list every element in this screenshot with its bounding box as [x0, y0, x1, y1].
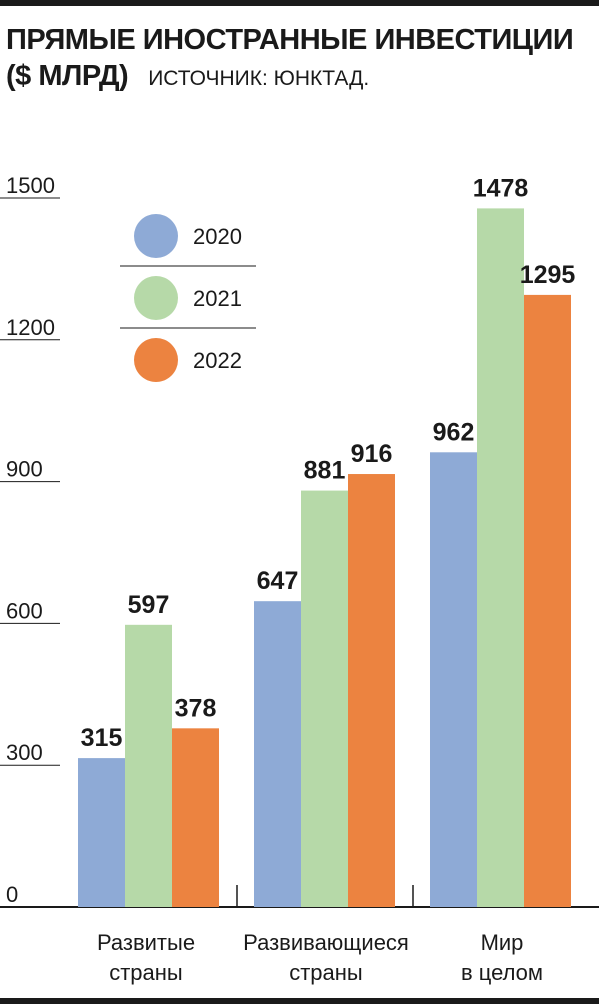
y-tick-label: 1200: [6, 315, 55, 340]
data-label: 597: [128, 591, 170, 619]
y-tick-label: 900: [6, 457, 43, 482]
data-label: 962: [433, 418, 475, 446]
data-label: 1478: [473, 174, 529, 202]
category-label: Мир: [481, 930, 524, 955]
y-tick-label: 300: [6, 740, 43, 765]
data-label: 315: [81, 724, 123, 752]
bar-2020: [254, 601, 301, 907]
bar-2022: [348, 474, 395, 907]
data-label: 881: [304, 457, 346, 485]
title-line-2: ($ МЛРД) ИСТОЧНИК: ЮНКТАД.: [6, 58, 596, 97]
legend-swatch-2022: [134, 338, 178, 382]
legend-swatch-2020: [134, 214, 178, 258]
bar-2022: [172, 728, 219, 907]
bar-2020: [78, 758, 125, 907]
category-label: Развитые: [97, 930, 195, 955]
category-label: страны: [289, 960, 363, 985]
category-label: страны: [109, 960, 183, 985]
top-rule: [0, 0, 599, 6]
title-unit: ($ МЛРД): [6, 60, 129, 92]
y-tick-label: 600: [6, 598, 43, 623]
data-label: 916: [351, 440, 393, 468]
data-label: 647: [257, 567, 299, 595]
bar-2021: [477, 208, 524, 907]
legend-label: 2022: [193, 348, 242, 373]
chart-title: ПРЯМЫЕ ИНОСТРАННЫЕ ИНВЕСТИЦИИ ($ МЛРД) ИС…: [6, 22, 596, 97]
category-label: в целом: [461, 960, 543, 985]
title-line-1: ПРЯМЫЕ ИНОСТРАННЫЕ ИНВЕСТИЦИИ: [6, 24, 574, 56]
data-label: 378: [175, 694, 217, 722]
legend-swatch-2021: [134, 276, 178, 320]
legend-label: 2020: [193, 224, 242, 249]
category-label: Развивающиеся: [243, 930, 409, 955]
bar-2020: [430, 452, 477, 907]
data-label: 1295: [520, 261, 576, 289]
y-tick-label: 0: [6, 882, 18, 907]
bar-2021: [301, 490, 348, 907]
bottom-rule: [0, 998, 599, 1004]
bar-2022: [524, 294, 571, 907]
y-tick-label: 1500: [6, 173, 55, 198]
bar-2021: [125, 624, 172, 907]
legend-label: 2021: [193, 286, 242, 311]
source-note: ИСТОЧНИК: ЮНКТАД.: [148, 67, 370, 90]
